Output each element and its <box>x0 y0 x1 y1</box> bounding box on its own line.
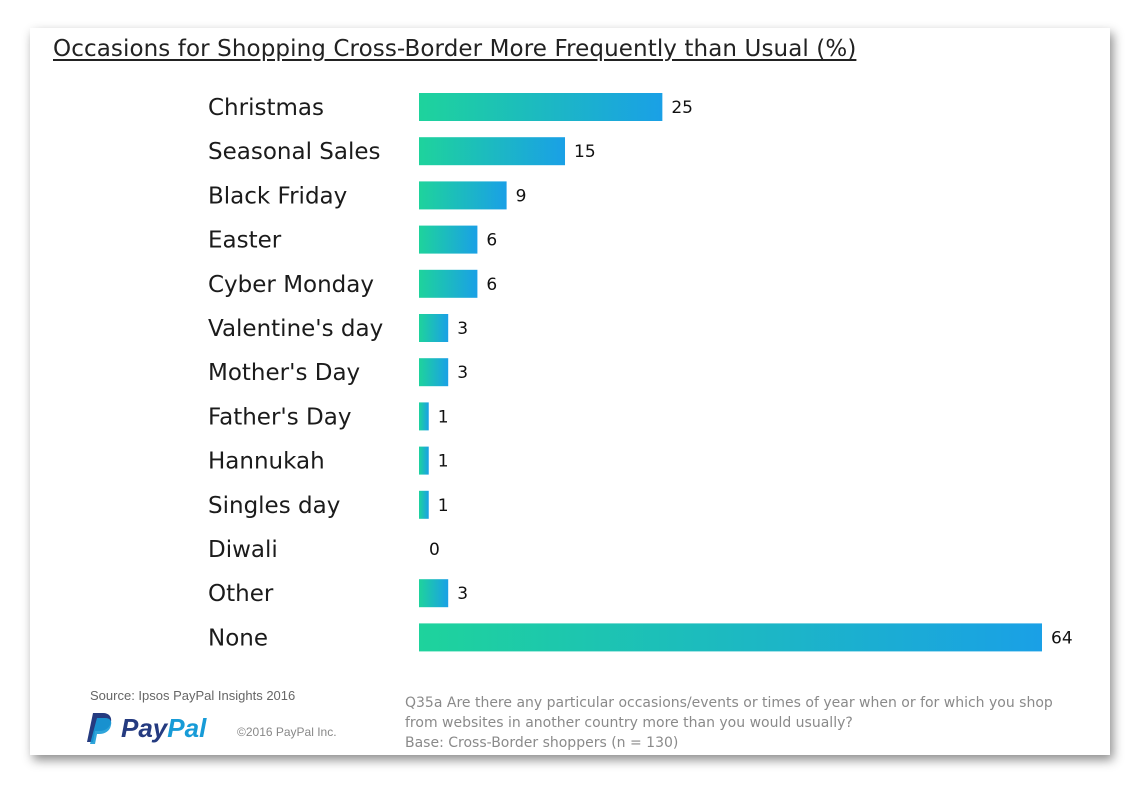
category-label-hannukah: Hannukah <box>208 449 325 475</box>
question-note: Q35a Are there any particular occasions/… <box>405 693 1095 753</box>
bar-seasonal-sales <box>419 137 566 166</box>
category-label-diwali: Diwali <box>208 537 278 563</box>
value-label-father-s-day: 1 <box>438 407 449 427</box>
value-label-valentine-s-day: 3 <box>457 319 468 339</box>
category-label-singles-day: Singles day <box>208 493 340 519</box>
category-label-black-friday: Black Friday <box>208 183 347 209</box>
value-label-none: 64 <box>1051 628 1073 648</box>
value-label-singles-day: 1 <box>438 496 449 516</box>
category-label-father-s-day: Father's Day <box>208 404 351 430</box>
copyright: ©2016 PayPal Inc. <box>237 725 337 739</box>
bar-mother-s-day <box>419 358 449 387</box>
value-label-cyber-monday: 6 <box>486 275 497 295</box>
bar-black-friday <box>419 181 507 210</box>
logo-pay: Pay <box>121 712 168 743</box>
paypal-wordmark: PayPal <box>121 713 206 744</box>
value-label-other: 3 <box>457 584 468 604</box>
bar-christmas <box>419 93 663 121</box>
category-label-seasonal-sales: Seasonal Sales <box>208 139 381 165</box>
category-label-mother-s-day: Mother's Day <box>208 360 360 386</box>
bar-easter <box>419 225 478 254</box>
note-line-3: Base: Cross-Border shoppers (n = 130) <box>405 735 679 751</box>
bar-cyber-monday <box>419 269 478 298</box>
category-label-none: None <box>208 625 268 651</box>
value-label-christmas: 25 <box>671 98 693 118</box>
bar-valentine-s-day <box>419 314 449 342</box>
category-label-cyber-monday: Cyber Monday <box>208 272 374 298</box>
paypal-p-icon <box>87 713 112 744</box>
note-line-1: Q35a Are there any particular occasions/… <box>405 695 1053 711</box>
logo-pal: Pal <box>167 712 207 743</box>
paypal-logo: PayPal <box>84 711 206 745</box>
note-line-2: from websites in another country more th… <box>405 715 853 731</box>
category-label-christmas: Christmas <box>208 95 324 121</box>
bar-other <box>419 579 449 608</box>
chart-title: Occasions for Shopping Cross-Border More… <box>53 36 857 62</box>
value-label-diwali: 0 <box>429 540 440 560</box>
bar-father-s-day <box>419 402 429 431</box>
value-label-easter: 6 <box>486 231 497 251</box>
value-label-mother-s-day: 3 <box>457 363 468 383</box>
source-note: Source: Ipsos PayPal Insights 2016 <box>90 688 296 703</box>
bar-hannukah <box>419 446 429 475</box>
value-label-hannukah: 1 <box>438 452 449 472</box>
bar-none <box>419 623 1042 652</box>
category-label-valentine-s-day: Valentine's day <box>208 316 383 342</box>
category-label-easter: Easter <box>208 228 282 254</box>
value-label-seasonal-sales: 15 <box>574 142 596 162</box>
category-label-other: Other <box>208 581 274 607</box>
bar-singles-day <box>419 490 429 519</box>
value-label-black-friday: 9 <box>516 186 527 206</box>
